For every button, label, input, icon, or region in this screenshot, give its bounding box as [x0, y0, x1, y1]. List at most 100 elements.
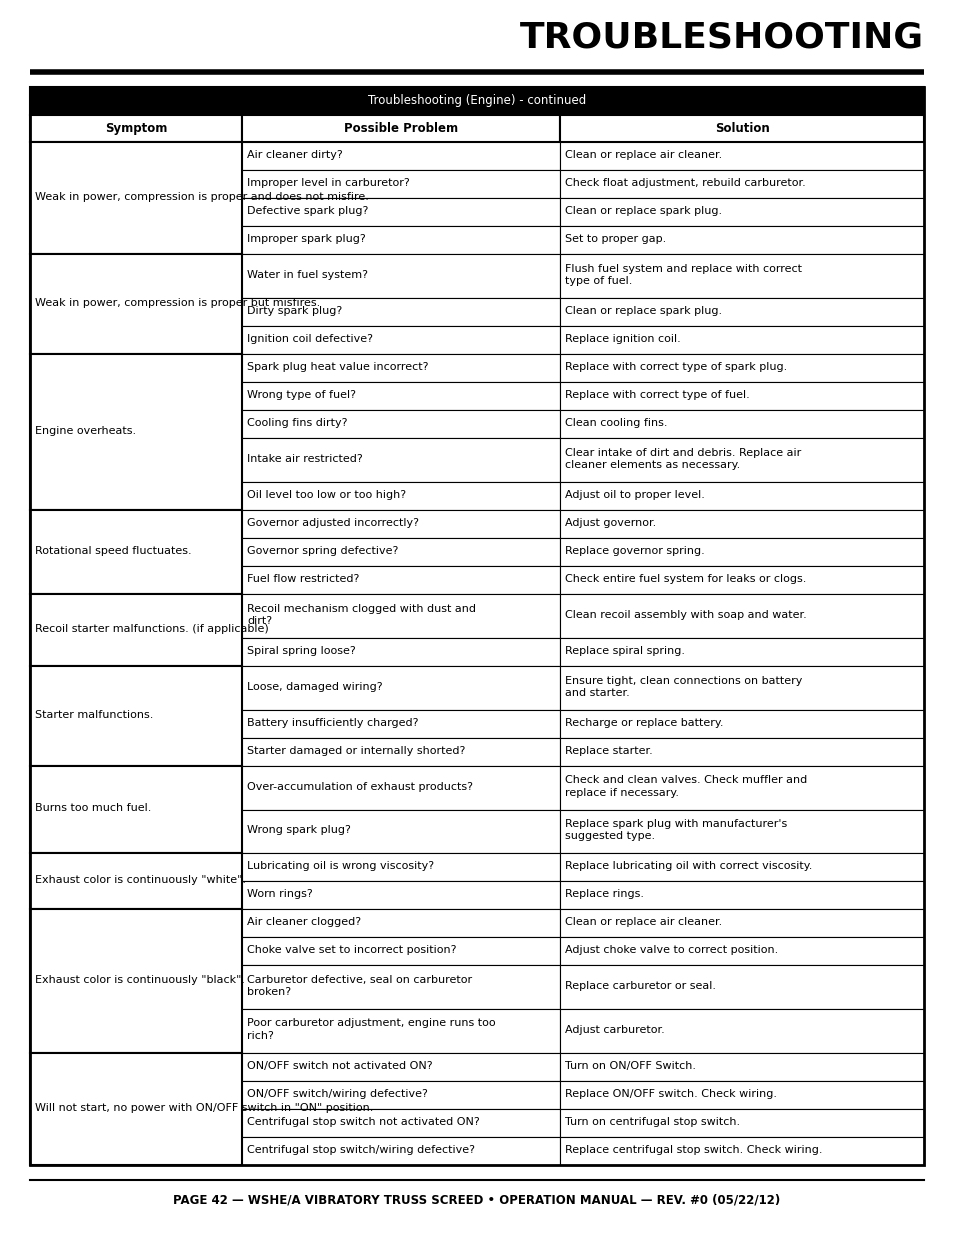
Bar	[30, 909, 242, 1052]
Bar	[559, 853, 923, 882]
Bar	[242, 538, 559, 567]
Bar	[559, 1081, 923, 1109]
Text: Recoil starter malfunctions. (if applicable): Recoil starter malfunctions. (if applica…	[35, 624, 269, 634]
Bar	[30, 1052, 242, 1165]
Bar	[242, 710, 559, 737]
Bar	[242, 1109, 559, 1137]
Bar	[242, 142, 559, 170]
Text: Turn on ON/OFF Switch.: Turn on ON/OFF Switch.	[564, 1061, 696, 1071]
Bar	[559, 567, 923, 594]
Bar	[559, 199, 923, 226]
Bar	[242, 853, 559, 882]
Text: Oil level too low or too high?: Oil level too low or too high?	[247, 490, 406, 500]
Bar	[559, 882, 923, 909]
Text: broken?: broken?	[247, 987, 291, 997]
Text: Air cleaner clogged?: Air cleaner clogged?	[247, 918, 360, 927]
Bar	[242, 510, 559, 538]
Bar	[559, 170, 923, 199]
Text: Clean or replace air cleaner.: Clean or replace air cleaner.	[564, 918, 721, 927]
Bar	[559, 438, 923, 482]
Text: Over-accumulation of exhaust products?: Over-accumulation of exhaust products?	[247, 782, 473, 792]
Bar	[559, 254, 923, 298]
Text: Solution: Solution	[714, 122, 769, 135]
Text: Governor spring defective?: Governor spring defective?	[247, 546, 397, 556]
Text: Battery insufficiently charged?: Battery insufficiently charged?	[247, 718, 418, 727]
Text: Clean recoil assembly with soap and water.: Clean recoil assembly with soap and wate…	[564, 610, 806, 620]
Bar	[242, 438, 559, 482]
Text: Replace spark plug with manufacturer's: Replace spark plug with manufacturer's	[564, 819, 786, 829]
Text: and starter.: and starter.	[564, 688, 629, 698]
Bar	[242, 882, 559, 909]
Bar	[30, 594, 242, 666]
Text: Set to proper gap.: Set to proper gap.	[564, 235, 666, 245]
Text: Air cleaner dirty?: Air cleaner dirty?	[247, 149, 342, 161]
Bar	[242, 410, 559, 438]
Bar	[559, 538, 923, 567]
Bar	[242, 966, 559, 1009]
Bar	[559, 115, 923, 142]
Bar	[30, 254, 242, 354]
Text: Clear intake of dirt and debris. Replace air: Clear intake of dirt and debris. Replace…	[564, 448, 801, 458]
Text: Burns too much fuel.: Burns too much fuel.	[35, 803, 152, 814]
Text: PAGE 42 — WSHE/A VIBRATORY TRUSS SCREED • OPERATION MANUAL — REV. #0 (05/22/12): PAGE 42 — WSHE/A VIBRATORY TRUSS SCREED …	[173, 1193, 780, 1207]
Bar	[242, 766, 559, 809]
Text: Adjust oil to proper level.: Adjust oil to proper level.	[564, 490, 704, 500]
Bar	[559, 383, 923, 410]
Text: suggested type.: suggested type.	[564, 831, 655, 841]
Text: Clean or replace spark plug.: Clean or replace spark plug.	[564, 306, 721, 316]
Text: Exhaust color is continuously "white".: Exhaust color is continuously "white".	[35, 876, 246, 885]
Bar	[30, 510, 242, 594]
Bar	[242, 199, 559, 226]
Text: Governor adjusted incorrectly?: Governor adjusted incorrectly?	[247, 517, 418, 529]
Text: Replace spiral spring.: Replace spiral spring.	[564, 646, 684, 656]
Text: Replace carburetor or seal.: Replace carburetor or seal.	[564, 981, 716, 990]
Bar	[242, 666, 559, 710]
Bar	[559, 638, 923, 666]
Text: Rotational speed fluctuates.: Rotational speed fluctuates.	[35, 546, 192, 556]
Text: Recharge or replace battery.: Recharge or replace battery.	[564, 718, 723, 727]
Bar	[242, 737, 559, 766]
Bar	[242, 354, 559, 383]
Text: ON/OFF switch/wiring defective?: ON/OFF switch/wiring defective?	[247, 1088, 427, 1099]
Text: Intake air restricted?: Intake air restricted?	[247, 454, 362, 464]
Text: Water in fuel system?: Water in fuel system?	[247, 270, 368, 280]
Bar	[242, 638, 559, 666]
Text: Wrong spark plug?: Wrong spark plug?	[247, 825, 351, 835]
Text: Choke valve set to incorrect position?: Choke valve set to incorrect position?	[247, 945, 456, 955]
Text: Spiral spring loose?: Spiral spring loose?	[247, 646, 355, 656]
Bar	[559, 1137, 923, 1165]
Text: ON/OFF switch not activated ON?: ON/OFF switch not activated ON?	[247, 1061, 432, 1071]
Bar	[559, 809, 923, 853]
Text: Improper spark plug?: Improper spark plug?	[247, 235, 365, 245]
Text: Replace rings.: Replace rings.	[564, 889, 643, 899]
Text: Recoil mechanism clogged with dust and: Recoil mechanism clogged with dust and	[247, 604, 476, 614]
Bar	[559, 142, 923, 170]
Text: Improper level in carburetor?: Improper level in carburetor?	[247, 178, 409, 188]
Text: Troubleshooting (Engine) - continued: Troubleshooting (Engine) - continued	[368, 94, 585, 107]
Bar	[242, 383, 559, 410]
Text: Turn on centrifugal stop switch.: Turn on centrifugal stop switch.	[564, 1116, 740, 1126]
Bar	[559, 410, 923, 438]
Text: Adjust carburetor.: Adjust carburetor.	[564, 1025, 664, 1035]
Bar	[242, 226, 559, 254]
Text: Weak in power, compression is proper and does not misfire.: Weak in power, compression is proper and…	[35, 193, 369, 203]
Bar	[559, 766, 923, 809]
Bar	[559, 510, 923, 538]
Text: Engine overheats.: Engine overheats.	[35, 426, 136, 436]
Text: Ignition coil defective?: Ignition coil defective?	[247, 333, 373, 345]
Text: cleaner elements as necessary.: cleaner elements as necessary.	[564, 461, 740, 471]
Bar	[242, 1052, 559, 1081]
Text: Starter damaged or internally shorted?: Starter damaged or internally shorted?	[247, 746, 465, 756]
Text: Dirty spark plug?: Dirty spark plug?	[247, 306, 342, 316]
Text: Wrong type of fuel?: Wrong type of fuel?	[247, 390, 355, 400]
Text: Loose, damaged wiring?: Loose, damaged wiring?	[247, 682, 382, 692]
Bar	[559, 1109, 923, 1137]
Text: Centrifugal stop switch not activated ON?: Centrifugal stop switch not activated ON…	[247, 1116, 479, 1126]
Text: Possible Problem: Possible Problem	[344, 122, 457, 135]
Text: Replace lubricating oil with correct viscosity.: Replace lubricating oil with correct vis…	[564, 861, 812, 871]
Text: Clean or replace air cleaner.: Clean or replace air cleaner.	[564, 149, 721, 161]
Bar	[559, 737, 923, 766]
Bar	[242, 326, 559, 354]
Text: Replace ignition coil.: Replace ignition coil.	[564, 333, 680, 345]
Bar	[559, 710, 923, 737]
